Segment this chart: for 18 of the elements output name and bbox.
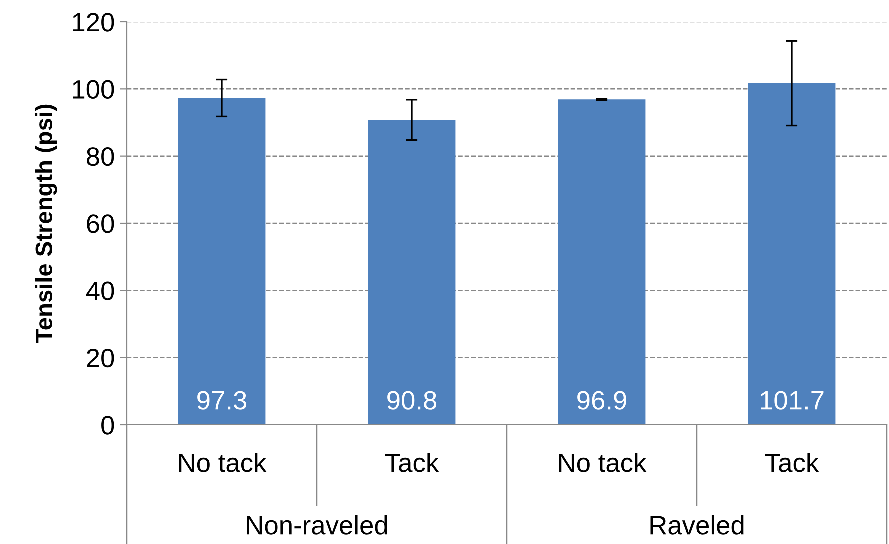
y-tick-label: 80 bbox=[86, 147, 114, 166]
x-tick-label: Tack bbox=[385, 453, 440, 472]
data-label: 97.3 bbox=[198, 391, 247, 410]
text: Raveled bbox=[650, 515, 744, 535]
y-tick-label: 60 bbox=[87, 214, 114, 234]
data-label: 101.7 bbox=[760, 391, 824, 410]
y-tick-label: 100 bbox=[73, 80, 114, 99]
x-tick-label: No tack bbox=[559, 453, 647, 472]
y-tick-label: 0 bbox=[102, 416, 114, 435]
data-label: 96.9 bbox=[578, 391, 626, 410]
y-tick-label: 120 bbox=[73, 13, 114, 32]
data-label: 90.8 bbox=[388, 391, 437, 410]
y-tick-label: 40 bbox=[86, 282, 114, 300]
x-tick-label: No tack bbox=[179, 453, 267, 472]
y-axis-title: Tensile Strength (psi) bbox=[35, 104, 58, 344]
x-tick-label: Tack bbox=[765, 453, 820, 472]
y-tick-label: 20 bbox=[87, 348, 114, 368]
text: Non-raveled bbox=[247, 515, 388, 535]
